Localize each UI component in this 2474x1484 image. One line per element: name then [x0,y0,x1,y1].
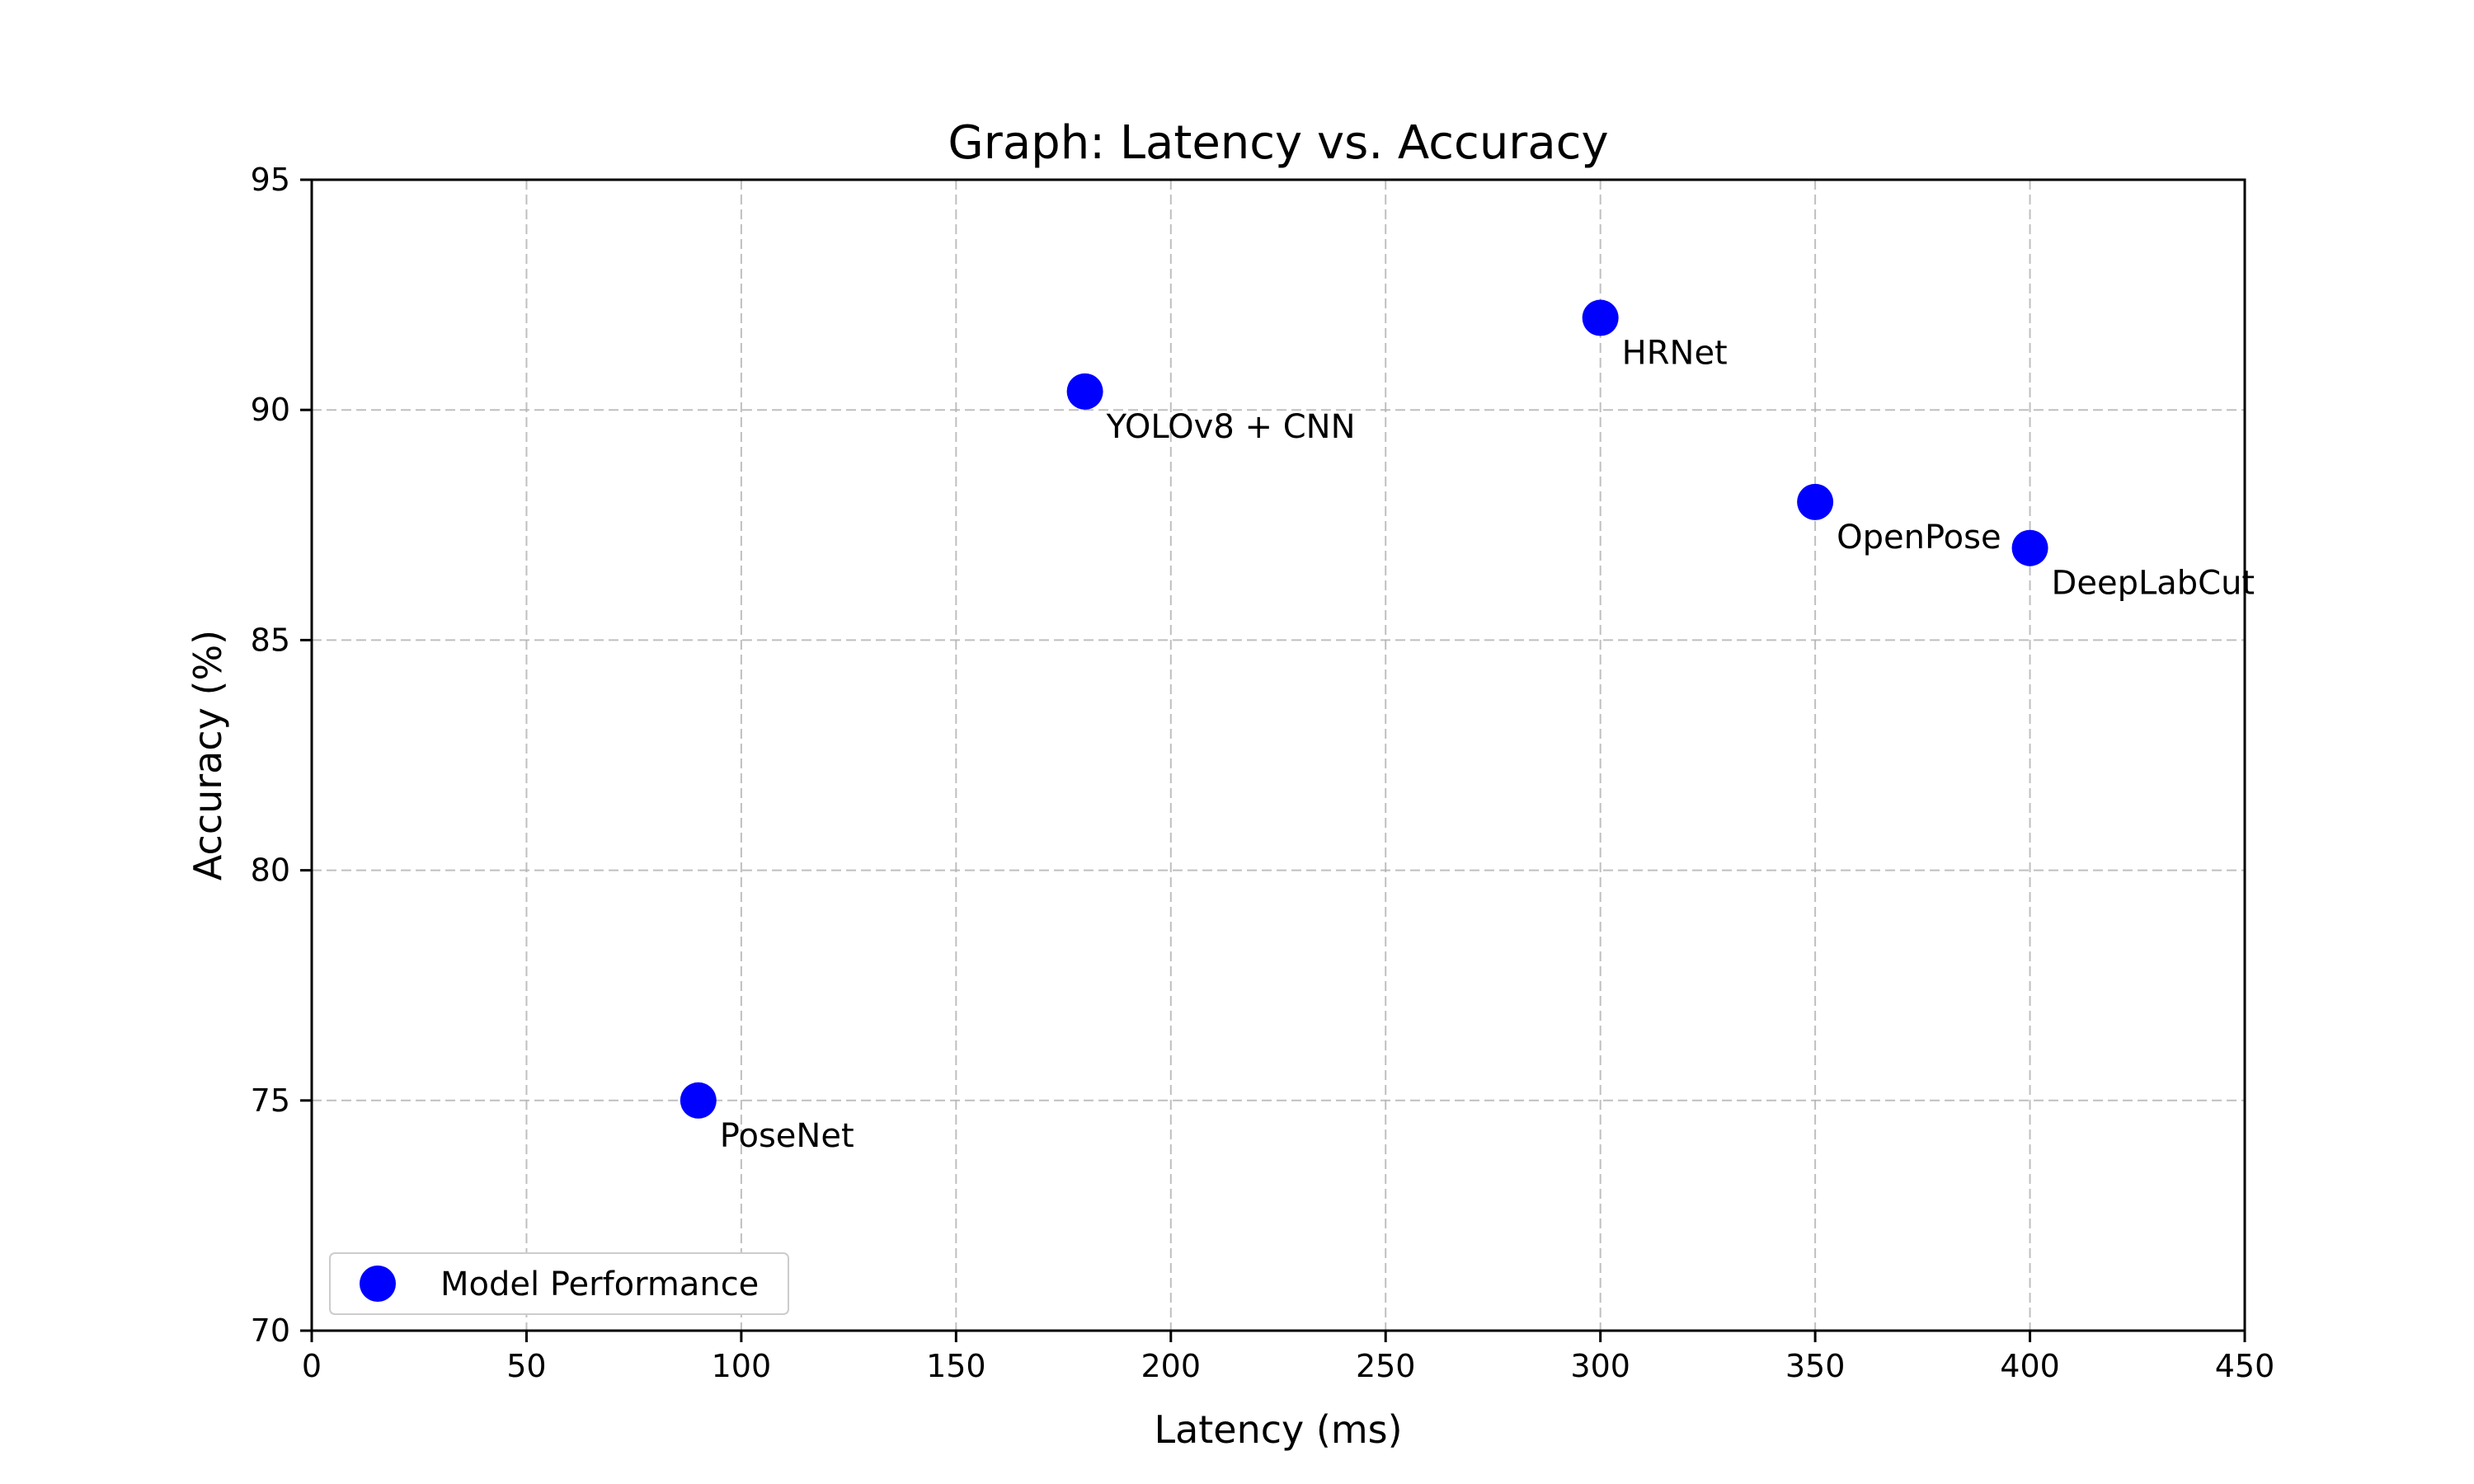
x-tick-label: 400 [2000,1348,2060,1384]
y-tick-label: 85 [251,622,290,658]
x-tick-label: 0 [302,1348,322,1384]
plot-area-frame [310,178,2246,1332]
y-tick-label: 75 [251,1082,290,1119]
y-axis-ticks: 70 75 80 85 90 95 [251,162,312,1349]
chart-title: Graph: Latency vs. Accuracy [948,116,1608,170]
legend-box [329,1252,789,1315]
data-point [2011,529,2048,566]
x-tick-label: 300 [1570,1348,1630,1384]
x-tick-label: 100 [712,1348,772,1384]
y-tick-label: 95 [251,162,290,198]
x-axis-label: Latency (ms) [1154,1407,1402,1452]
data-point [1582,299,1619,336]
data-points: PoseNet YOLOv8 + CNN HRNet OpenPose DeepLabC… [680,299,2255,1155]
y-axis-label: Accuracy (%) [186,630,230,881]
y-tick-label: 90 [251,392,290,428]
data-point [1066,373,1103,410]
legend-label: Model Performance [440,1266,759,1303]
x-tick-label: 250 [1356,1348,1416,1384]
legend: Model Performance [329,1252,789,1315]
point-label: OpenPose [1837,519,2001,556]
point-label: DeepLabCut [2052,565,2255,603]
x-tick-label: 350 [1785,1348,1846,1384]
point-label: YOLOv8 + CNN [1106,408,1356,446]
point-label: PoseNet [720,1117,854,1155]
data-point [680,1082,717,1119]
x-tick-label: 200 [1141,1348,1202,1384]
x-tick-label: 450 [2215,1348,2275,1384]
y-tick-label: 80 [251,852,290,889]
x-tick-label: 150 [926,1348,986,1384]
y-tick-label: 70 [251,1313,290,1349]
x-axis-ticks: 0 50 100 150 200 250 300 350 400 450 [302,1331,2274,1384]
legend-marker [360,1266,396,1302]
point-label: HRNet [1622,335,1728,373]
x-tick-label: 50 [506,1348,546,1384]
data-point [1797,483,1834,520]
